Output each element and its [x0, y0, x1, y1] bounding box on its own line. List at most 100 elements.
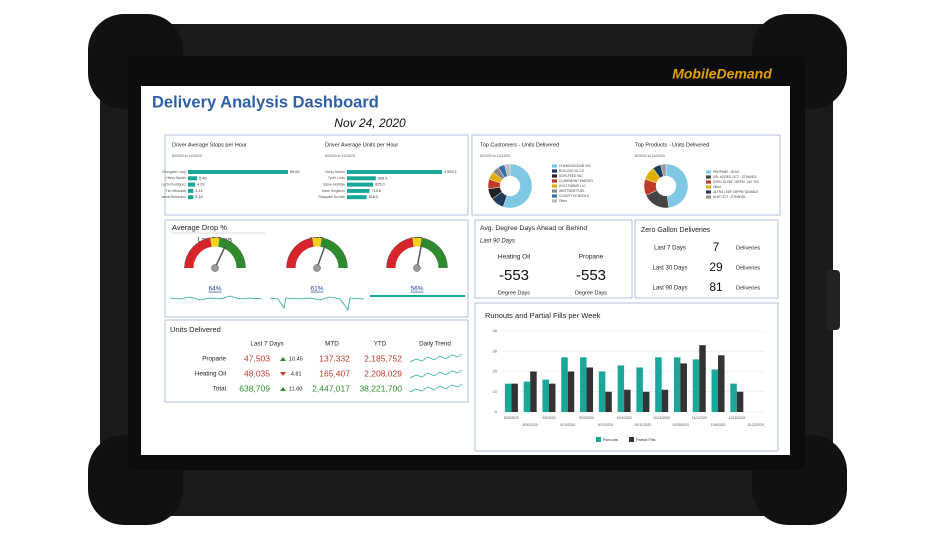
y-tick-label: 30: [493, 348, 498, 353]
metric-unit: Degree Days: [498, 290, 530, 296]
legend-swatch: [706, 195, 711, 199]
gauge-band: [184, 237, 212, 269]
donut-slice: [665, 163, 689, 209]
bar-label: Dave Singleton: [322, 189, 345, 193]
bar: [347, 182, 374, 187]
bar: [636, 367, 643, 412]
cell: 38,221,700: [359, 383, 402, 393]
bar: [188, 176, 198, 181]
bar: [598, 371, 606, 412]
bar: [542, 379, 549, 412]
column-header: Last 7 Days: [250, 341, 283, 348]
cell: -4.81: [289, 371, 302, 377]
cell: 2,447,017: [312, 383, 350, 393]
row-label: Propane: [202, 356, 226, 363]
legend-swatch: [706, 175, 711, 179]
x-tick-label: 9/20/2020: [579, 416, 594, 420]
donut-slice: [502, 163, 533, 209]
cell: 137,332: [319, 353, 350, 363]
brand-logo: MobileDemand: [672, 66, 772, 82]
legend-label: DSL #2 REG OCT - ETHANOL: [713, 175, 757, 179]
bar-value: 2,993.4: [444, 170, 457, 174]
bar-label: Jamal Rotkinson: [161, 195, 186, 199]
bar: [188, 182, 196, 187]
legend-swatch: [552, 169, 557, 173]
bar: [347, 195, 367, 200]
bar: [567, 371, 575, 412]
cell: 11.60: [289, 386, 302, 392]
trend-up-icon: [280, 387, 286, 391]
row-value: 29: [709, 260, 723, 274]
legend-swatch: [552, 189, 557, 193]
bar-label: Henry Baxter: [325, 170, 346, 174]
chart-subtitle: 8/24/20 to 11/24/20: [325, 154, 355, 158]
gauge-needle: [214, 245, 226, 269]
column-header: YTD: [374, 341, 387, 348]
bar: [188, 195, 194, 200]
legend-label: PROPANE - BULK: [713, 170, 740, 174]
chart-title: Runouts and Partial Fills per Week: [485, 311, 601, 320]
panel: [474, 219, 633, 299]
y-tick-label: 20: [493, 369, 498, 374]
bar-label: Rasquael Duvalle: [318, 195, 345, 199]
legend-swatch: [552, 184, 557, 188]
bar: [347, 176, 376, 181]
chart-subtitle: 8/24/20 to 11/24/20: [480, 154, 510, 158]
dashboard-title: Delivery Analysis Dashboard: [152, 93, 379, 111]
sparkline: [269, 296, 365, 312]
legend-label: AGRI-FEED INC: [559, 174, 583, 178]
x-tick-label: 8/30/2020: [523, 423, 538, 427]
column-header: MTD: [325, 341, 339, 348]
bar: [347, 188, 370, 193]
row-unit: Deliveries: [736, 285, 760, 291]
trend-down-icon: [280, 372, 286, 376]
bar: [530, 371, 537, 412]
x-tick-label: 9/13/2020: [560, 423, 575, 427]
legend-label: COUNTY SCHOOLS: [559, 194, 589, 198]
donut-slice: [504, 163, 511, 177]
metric-unit: Degree Days: [575, 290, 607, 296]
bar: [188, 188, 194, 193]
row-unit: Deliveries: [736, 245, 760, 251]
chart-title: Driver Average Units per Hour: [325, 142, 398, 148]
cell: 47,503: [244, 353, 270, 363]
gauge-band: [320, 237, 348, 269]
bar-value: 3.14: [195, 189, 202, 193]
gauge-value: 56%: [410, 286, 423, 293]
legend-label: HOLT FARMS LLC: [559, 184, 587, 188]
bar-value: 825.0: [375, 183, 385, 187]
gauge-band: [386, 237, 414, 269]
bar: [504, 383, 512, 412]
legend-label: WESTSIDE FUEL: [559, 189, 585, 193]
bar: [347, 170, 442, 174]
gauge-outline: [386, 237, 448, 269]
bar: [605, 391, 612, 412]
bar: [673, 357, 681, 412]
row-label: Last 90 Days: [652, 286, 687, 292]
donut-slice: [660, 163, 667, 177]
sparkline: [409, 383, 463, 393]
legend-swatch: [706, 190, 711, 194]
x-tick-label: 11/1/2020: [692, 416, 707, 420]
x-tick-label: 11/8/2020: [711, 423, 726, 427]
bar: [523, 381, 531, 412]
legend-label: Partial Fills: [636, 437, 656, 442]
legend-swatch: [552, 164, 557, 168]
gauge-band: [420, 237, 448, 269]
gauge-value: 64%: [208, 286, 221, 293]
x-tick-label: 10/4/2020: [617, 416, 632, 420]
bar: [711, 369, 719, 412]
legend-swatch: [706, 180, 711, 184]
bar: [718, 355, 725, 412]
row-label: Heating Oil: [195, 371, 226, 378]
legend-swatch: [629, 437, 634, 442]
bar-value: 3.14: [195, 195, 202, 199]
row-value: 7: [713, 240, 720, 254]
gauge-band: [218, 237, 246, 269]
chart-subtitle: 8/24/20 to 11/24/20: [172, 154, 202, 158]
gauge-hub: [413, 264, 421, 272]
gauge-hub: [211, 264, 219, 272]
y-tick-label: 40: [493, 328, 498, 333]
panel-subtitle: Last 90 Days: [480, 239, 515, 245]
bar-value: 908.5: [378, 176, 388, 180]
